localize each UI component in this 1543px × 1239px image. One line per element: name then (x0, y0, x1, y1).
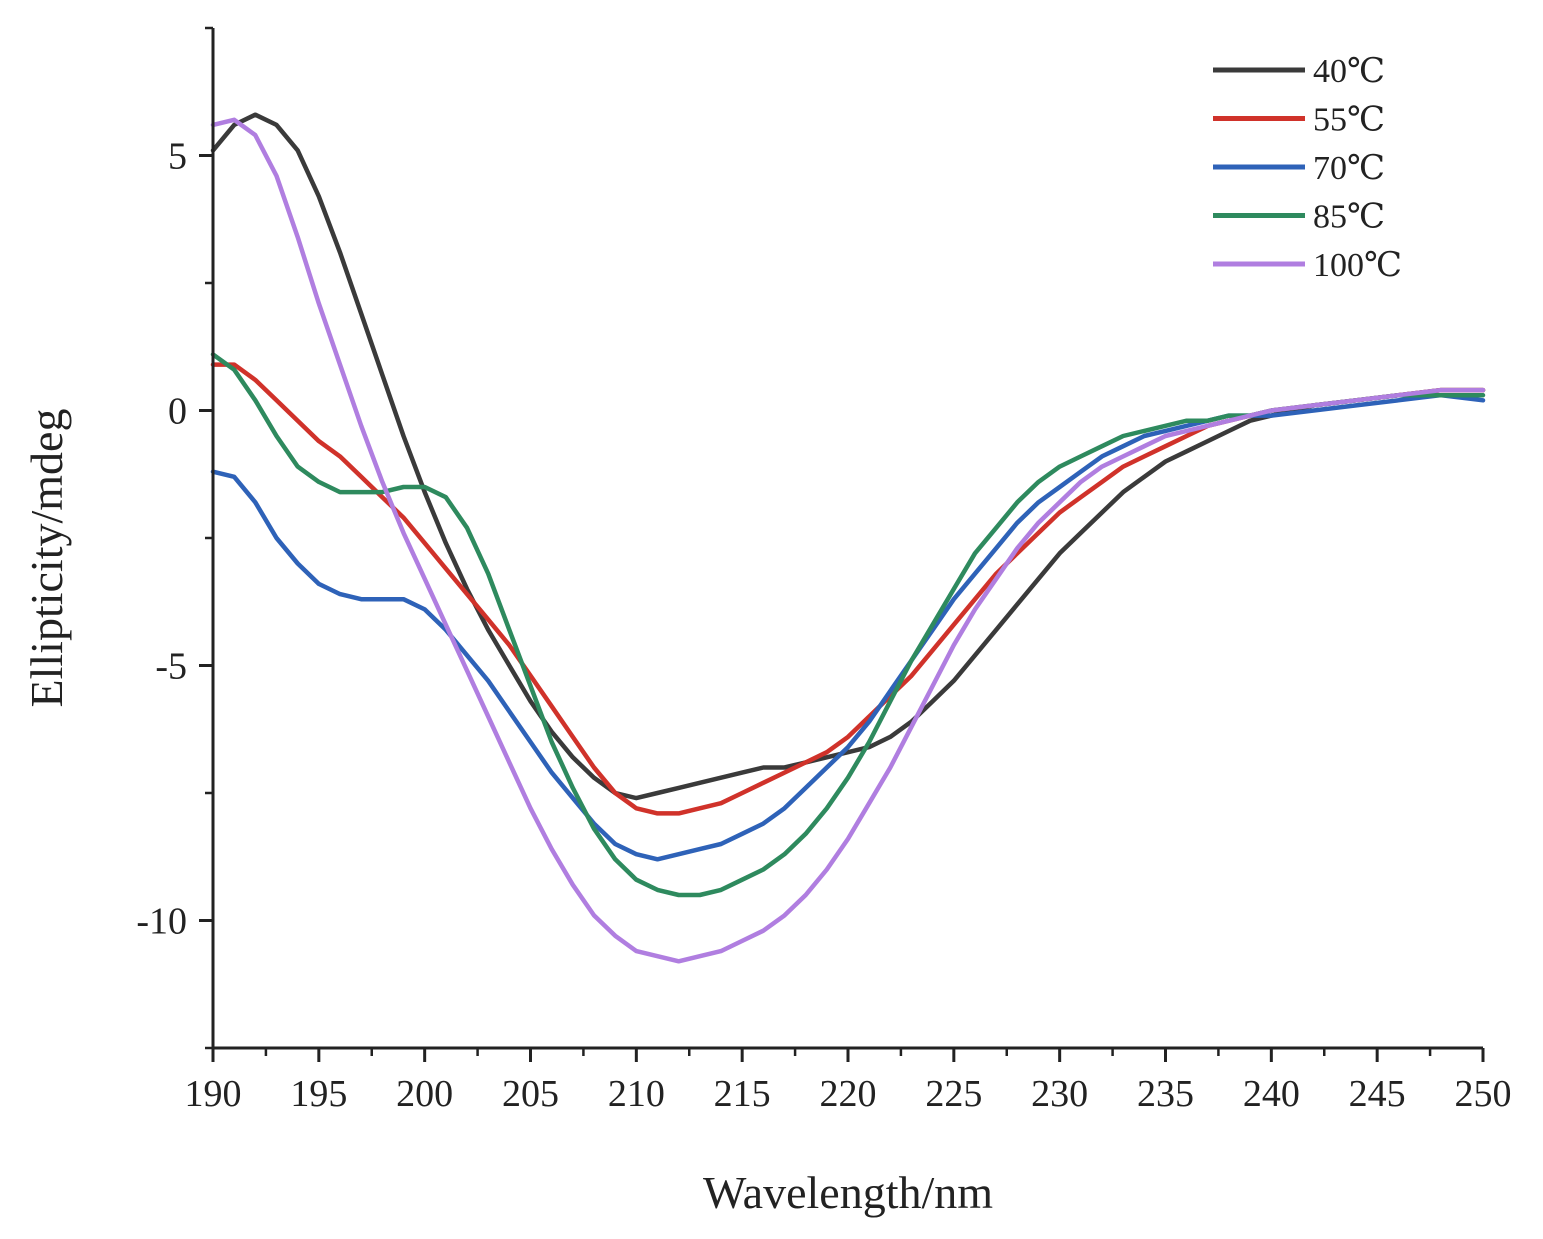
series-line-4 (210, 352, 1486, 898)
x-tick-label: 200 (396, 1073, 453, 1115)
x-tick-label: 205 (502, 1073, 559, 1115)
series-line-5 (210, 117, 1486, 964)
x-tick-label: 195 (290, 1073, 347, 1115)
x-ticks: 190 195 200 205 210 215 220 225 230 235 240 245 250 (185, 1048, 1512, 1115)
x-tick-label: 220 (820, 1073, 877, 1115)
legend-label-4: 85℃ (1313, 199, 1385, 236)
legend-label-1: 40℃ (1313, 53, 1385, 90)
x-tick-label: 250 (1455, 1073, 1512, 1115)
x-tick-label: 210 (608, 1073, 665, 1115)
x-axis-title: Wavelength/nm (703, 1167, 993, 1218)
x-tick-label: 245 (1349, 1073, 1406, 1115)
y-ticks: 5 0 -5 -10 (136, 26, 213, 1050)
y-tick-label: -10 (136, 901, 187, 943)
x-tick-label: 240 (1243, 1073, 1300, 1115)
y-tick-label: 0 (168, 391, 187, 433)
legend-label-3: 70℃ (1313, 150, 1385, 187)
x-tick-label: 230 (1031, 1073, 1088, 1115)
series-line-2 (210, 362, 1486, 816)
legend-label-5: 100℃ (1313, 247, 1402, 284)
x-tick-label: 190 (185, 1073, 242, 1115)
series-line-3 (210, 392, 1486, 862)
y-axis-title: Ellipticity/mdeg (21, 409, 72, 708)
y-tick-label: 5 (168, 136, 187, 178)
legend: 40℃ 55℃ 70℃ 85℃ 100℃ (1213, 53, 1402, 284)
series-layer (210, 112, 1486, 964)
y-tick-label: -5 (155, 646, 187, 688)
series-line-1 (210, 112, 1486, 801)
x-tick-label: 215 (714, 1073, 771, 1115)
legend-label-2: 55℃ (1313, 102, 1385, 139)
x-tick-label: 235 (1137, 1073, 1194, 1115)
x-tick-label: 225 (925, 1073, 982, 1115)
